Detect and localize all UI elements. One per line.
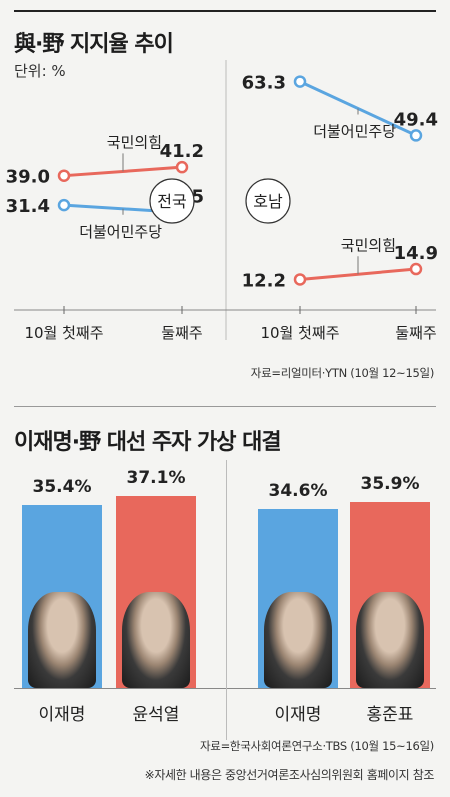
series-name: 더불어민주당 — [313, 122, 396, 140]
data-label: 31.4 — [6, 196, 50, 217]
badge-honam: 호남 — [245, 178, 291, 224]
bar-value-label: 37.1% — [126, 468, 186, 488]
data-point — [409, 129, 423, 142]
svg-text:호남: 호남 — [253, 192, 283, 211]
series-name: 국민의힘 — [341, 236, 396, 254]
x-tick-label: 둘째주 — [395, 324, 436, 342]
data-point — [293, 273, 307, 286]
section-divider — [14, 406, 436, 407]
candidate-photo — [264, 592, 332, 688]
data-label: 12.2 — [242, 270, 286, 291]
bar-value-label: 34.6% — [268, 480, 328, 501]
badge-national: 전국 — [149, 178, 195, 224]
x-tick-label: 10월 첫째주 — [24, 324, 103, 342]
candidate-name: 이재명 — [38, 705, 86, 725]
data-label: 63.3 — [242, 73, 286, 94]
svg-text:전국: 전국 — [157, 192, 186, 211]
data-label: 41.2 — [160, 141, 204, 162]
candidate-name: 이재명 — [274, 705, 322, 725]
data-point — [57, 169, 71, 182]
series-name: 더불어민주당 — [79, 223, 162, 241]
bar-value-label: 35.9% — [360, 474, 420, 495]
section2-title: 이재명·野 대선 주자 가상 대결 — [14, 430, 282, 455]
data-label: 14.9 — [394, 243, 438, 264]
top-rule — [14, 10, 436, 12]
x-tick-label: 10월 첫째주 — [260, 324, 339, 342]
data-point — [409, 262, 423, 276]
section1-title: 與·野 지지율 추이 — [14, 32, 174, 57]
candidate-photo — [122, 592, 190, 688]
candidate-photo — [356, 592, 424, 688]
bar-value-label: 35.4% — [32, 476, 92, 497]
unit-label: 단위: % — [14, 62, 66, 80]
source-1: 자료=리얼미터·YTN (10월 12~15일) — [250, 366, 435, 380]
bar-divider — [226, 460, 227, 740]
line-charts: 10월 첫째주둘째주39.041.2국민의힘31.429.5더불어민주당10월 … — [6, 60, 438, 342]
data-point — [293, 75, 307, 88]
series-name: 국민의힘 — [107, 133, 162, 151]
data-point — [57, 198, 71, 212]
footnote: ※자세한 내용은 중앙선거여론조사심의위원회 홈페이지 참조 — [144, 768, 435, 782]
bar-baseline — [14, 688, 436, 689]
source-2: 자료=한국사회여론연구소·TBS (10월 15~16일) — [200, 739, 434, 753]
candidate-name: 윤석열 — [132, 705, 180, 725]
candidate-name: 홍준표 — [366, 705, 414, 725]
data-label: 49.4 — [394, 109, 438, 130]
data-point — [175, 160, 189, 174]
data-label: 39.0 — [6, 167, 50, 188]
x-tick-label: 둘째주 — [161, 324, 202, 342]
candidate-photo — [28, 592, 96, 688]
